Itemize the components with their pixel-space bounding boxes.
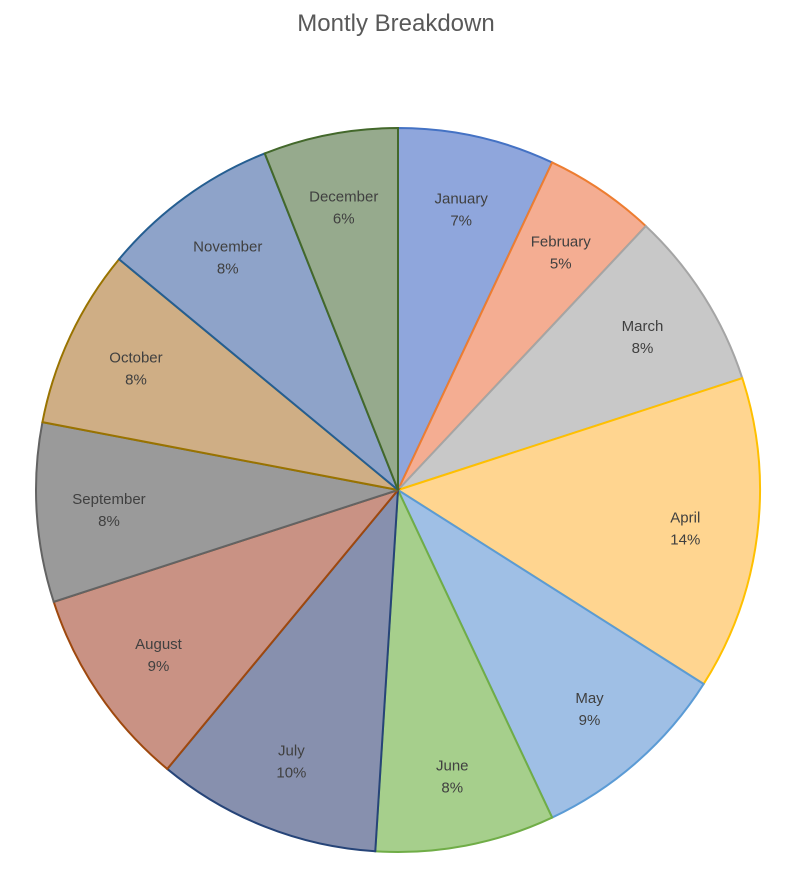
slice-label-percent: 6%	[333, 211, 355, 228]
slice-label-percent: 8%	[632, 340, 654, 357]
pie-slice-november	[117, 152, 399, 491]
slice-label-name: February	[531, 233, 592, 250]
slice-label-january: January 7%	[434, 190, 488, 229]
pie-slice-january	[397, 126, 554, 491]
slice-label-percent: 10%	[276, 764, 306, 781]
slice-label-june: June 8%	[436, 757, 469, 796]
slice-label-name: August	[135, 636, 183, 653]
slice-label-october: October 8%	[109, 350, 162, 389]
pie-slice-august	[52, 487, 401, 771]
slice-label-percent: 7%	[450, 212, 472, 229]
slice-label-name: November	[193, 239, 262, 256]
slice-label-name: May	[575, 690, 604, 707]
slice-label-percent: 8%	[441, 779, 463, 796]
slice-label-september: September 8%	[72, 491, 145, 530]
slice-label-name: January	[434, 190, 488, 207]
slice-label-name: July	[278, 742, 305, 759]
slice-label-percent: 5%	[550, 255, 572, 272]
slice-label-percent: 8%	[98, 513, 120, 530]
slice-label-percent: 8%	[125, 372, 147, 389]
slice-label-percent: 8%	[217, 261, 239, 278]
pie-slice-july	[165, 486, 400, 853]
slice-label-name: September	[72, 491, 145, 508]
slice-label-august: August 9%	[135, 636, 183, 675]
slice-label-december: December 6%	[309, 189, 378, 228]
slice-label-name: March	[622, 318, 664, 335]
pie-slice-june	[374, 489, 554, 853]
pie-slice-march	[397, 224, 744, 491]
pie-slice-may	[395, 487, 706, 819]
pie-slice-september	[35, 420, 399, 604]
pie-slice-april	[395, 376, 761, 686]
slice-label-name: October	[109, 350, 162, 367]
slice-label-percent: 14%	[670, 531, 700, 548]
slice-label-name: April	[670, 509, 700, 526]
slice-label-july: July 10%	[276, 742, 306, 781]
slice-label-percent: 9%	[579, 712, 601, 729]
slice-label-february: February 5%	[531, 233, 592, 272]
slice-label-april: April 14%	[670, 509, 700, 548]
slice-label-name: June	[436, 757, 469, 774]
slice-label-percent: 9%	[148, 658, 170, 675]
slice-label-march: March 8%	[622, 318, 664, 357]
slice-label-may: May 9%	[575, 690, 604, 729]
pie-slice-december	[263, 126, 399, 491]
pie-slice-october	[41, 257, 399, 491]
slice-label-november: November 8%	[193, 239, 262, 278]
chart-title: Montly Breakdown	[297, 10, 495, 37]
slice-label-name: December	[309, 189, 378, 206]
